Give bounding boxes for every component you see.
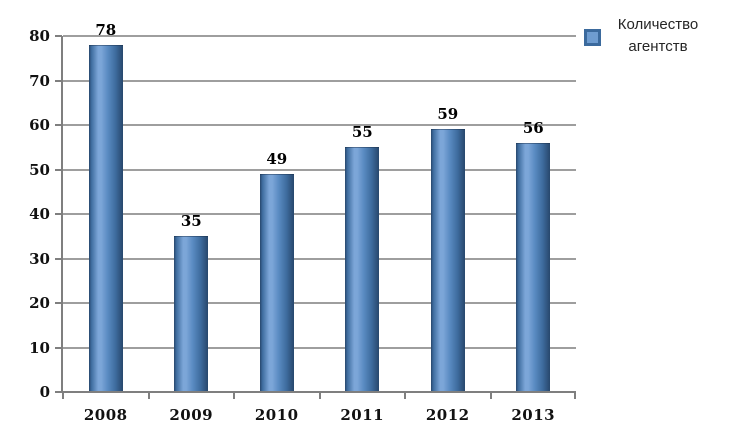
y-axis-tick-label: 10 xyxy=(29,338,50,357)
x-axis-tick xyxy=(318,392,321,399)
y-axis-tick xyxy=(55,79,62,82)
y-axis-tick-label: 30 xyxy=(29,249,50,268)
bar xyxy=(259,173,294,392)
x-axis-tick xyxy=(62,392,64,399)
y-axis-tick xyxy=(55,257,62,260)
y-axis-tick xyxy=(55,35,62,37)
x-axis-tick xyxy=(489,392,492,399)
gridline xyxy=(63,302,576,304)
x-axis-tick xyxy=(233,392,235,399)
y-axis-tick xyxy=(55,124,62,126)
x-axis-line xyxy=(55,391,576,393)
gridline xyxy=(63,257,576,260)
y-axis-tick-label: 60 xyxy=(29,116,50,134)
legend: Количество агентств xyxy=(584,14,709,58)
gridline xyxy=(63,213,576,215)
x-axis-tick xyxy=(147,392,150,399)
gridline xyxy=(63,124,576,126)
bar xyxy=(430,129,465,392)
y-axis-line xyxy=(61,36,63,392)
y-axis-tick-label: 80 xyxy=(29,27,50,45)
bar xyxy=(88,44,123,392)
y-axis-tick-label: 40 xyxy=(29,205,50,223)
x-axis-tick xyxy=(574,392,576,399)
y-axis-tick xyxy=(55,213,62,215)
bar-value-label: 49 xyxy=(266,149,288,168)
x-axis-label: 2010 xyxy=(254,406,299,424)
gridline xyxy=(63,346,576,349)
x-axis-tick xyxy=(404,392,406,399)
y-axis-tick-label: 70 xyxy=(29,71,50,90)
bar-value-label: 56 xyxy=(522,118,544,137)
x-axis-label: 2011 xyxy=(340,406,385,424)
gridline xyxy=(63,168,576,171)
y-axis-tick xyxy=(55,346,62,349)
x-axis-label: 2013 xyxy=(511,406,556,424)
x-axis-label: 2008 xyxy=(83,406,128,424)
bar-value-label: 55 xyxy=(351,123,373,142)
x-axis-label: 2009 xyxy=(169,406,214,424)
x-axis-label: 2012 xyxy=(425,406,470,424)
bar xyxy=(516,142,551,392)
bar xyxy=(345,147,380,392)
bar-value-label: 78 xyxy=(95,20,117,39)
legend-label: Количество агентств xyxy=(617,16,699,55)
bar-value-label: 59 xyxy=(437,105,459,124)
bar xyxy=(174,236,209,392)
y-axis-tick xyxy=(55,168,62,171)
bar-value-label: 35 xyxy=(180,212,202,231)
gridline xyxy=(63,35,576,37)
y-axis-tick xyxy=(55,302,62,304)
legend-marker-icon xyxy=(584,29,601,46)
y-axis-tick-label: 20 xyxy=(29,294,50,312)
gridline xyxy=(63,79,576,82)
y-axis-tick-label: 0 xyxy=(39,383,50,401)
y-axis-tick-label: 50 xyxy=(29,160,50,179)
